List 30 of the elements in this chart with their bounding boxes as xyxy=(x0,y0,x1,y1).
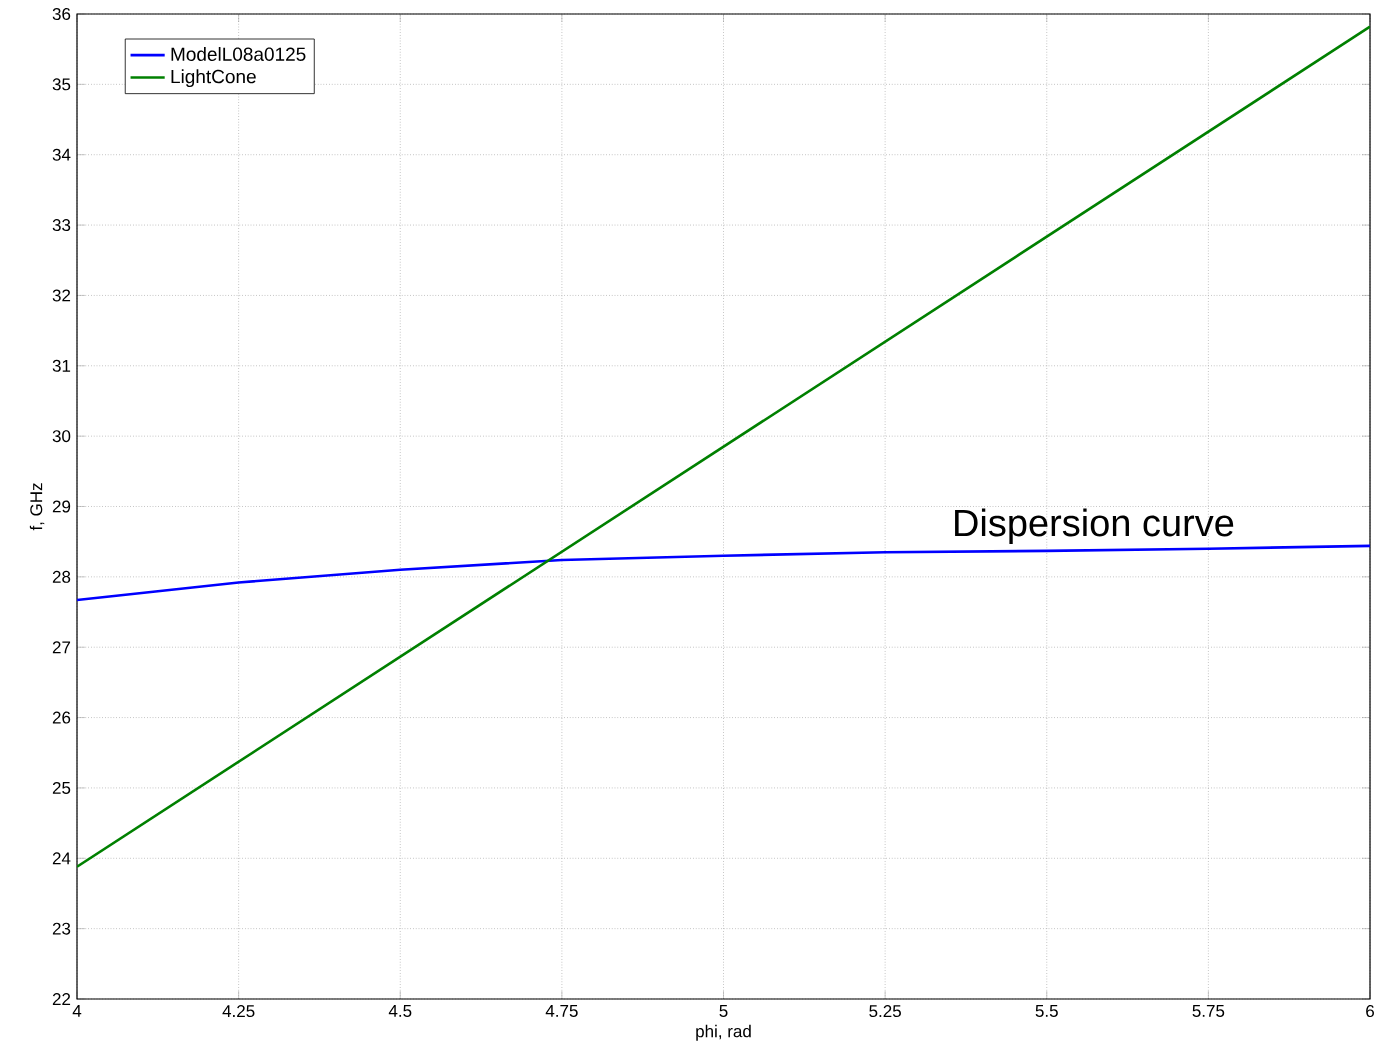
y-tick-label: 33 xyxy=(52,219,71,232)
x-tick-label: 5.75 xyxy=(1192,1005,1225,1017)
annotation: Dispersion curve xyxy=(955,508,1234,544)
x-axis-title: phi, rad xyxy=(696,1024,751,1041)
y-tick-label: 23 xyxy=(52,922,71,935)
x-tick-label: 4 xyxy=(72,1005,82,1017)
y-tick-label: 26 xyxy=(52,711,71,724)
y-tick-label: 22 xyxy=(52,993,71,1005)
x-tick-label: 5.25 xyxy=(869,1005,901,1018)
y-axis-title: f, GHz xyxy=(29,483,45,531)
x-tick-label: 5.5 xyxy=(1035,1005,1058,1017)
y-tick-label: 24 xyxy=(52,852,71,865)
y-tick-label: 35 xyxy=(52,78,71,91)
legend-label: ModelL08a0125 xyxy=(171,47,306,61)
y-tick-label: 32 xyxy=(52,289,71,302)
y-tick-label: 29 xyxy=(52,500,71,513)
y-tick-label: 36 xyxy=(52,7,71,20)
x-tick-label: 4.25 xyxy=(222,1005,255,1018)
x-tick-label: 4.5 xyxy=(388,1005,412,1017)
y-tick-label: 30 xyxy=(52,430,71,443)
y-tick-label: 25 xyxy=(52,781,71,794)
y-tick-label: 27 xyxy=(52,641,71,654)
y-tick-label: 34 xyxy=(52,148,71,161)
x-tick-label: 6 xyxy=(1366,1005,1374,1018)
line-series xyxy=(77,544,1371,602)
legend-label: LightCone xyxy=(171,69,256,88)
x-tick-label: 4.75 xyxy=(545,1005,578,1017)
x-tick-label: 5 xyxy=(719,1005,728,1017)
y-tick-label: 28 xyxy=(52,570,71,583)
y-tick-label: 31 xyxy=(52,359,71,372)
